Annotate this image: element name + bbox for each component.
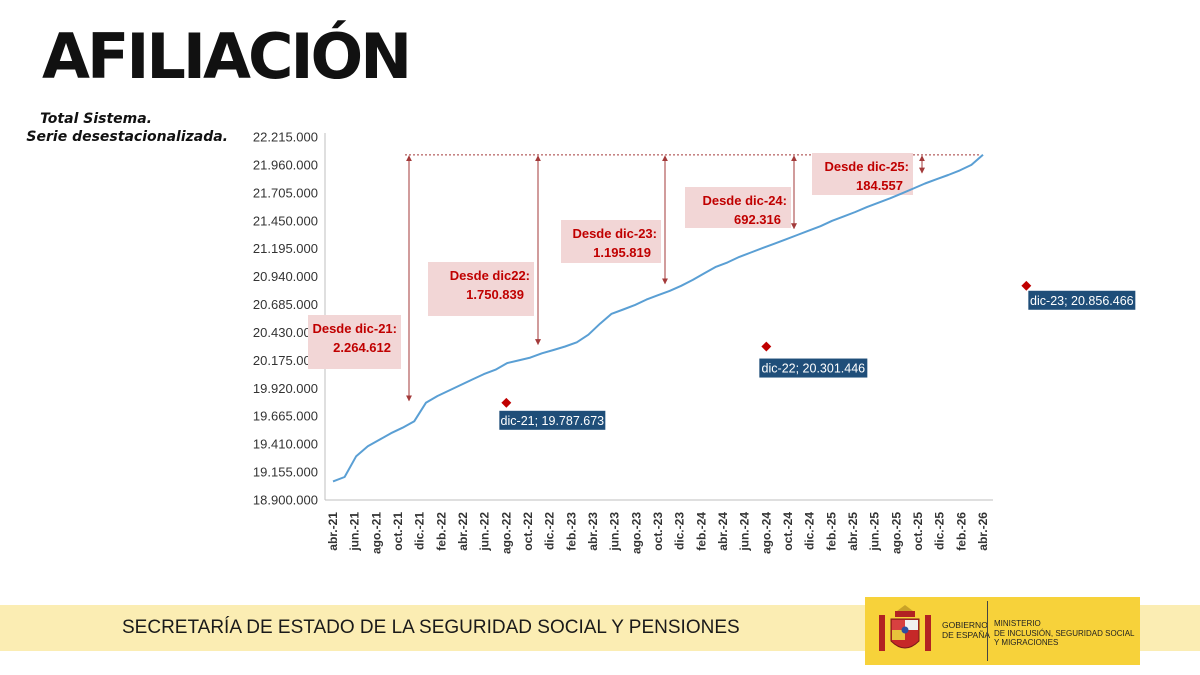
footer-text: SECRETARÍA DE ESTADO DE LA SEGURIDAD SOC…	[122, 617, 740, 638]
y-tick-label: 21.450.000	[253, 213, 318, 228]
callout-box	[308, 315, 401, 369]
y-tick-label: 21.960.000	[253, 157, 318, 172]
page-title: AFILIACIÓN	[42, 20, 412, 93]
callout-box	[812, 153, 913, 195]
y-tick-label: 19.410.000	[253, 437, 318, 452]
logo-right-line-3: Y MIGRACIONES	[994, 638, 1059, 647]
y-tick-label: 22.215.000	[253, 130, 318, 145]
x-tick-label: dic.-23	[673, 512, 687, 550]
x-tick-label: ago.-24	[759, 512, 773, 554]
x-tick-label: abr.-24	[716, 512, 730, 551]
x-tick-label: ago.-21	[369, 512, 383, 554]
callout-value: 1.750.839	[466, 287, 524, 302]
x-tick-label: feb.-24	[694, 512, 708, 551]
y-tick-label: 20.430.000	[253, 325, 318, 340]
x-tick-label: dic.-22	[543, 512, 557, 550]
callout-box	[561, 220, 661, 263]
y-tick-label: 19.155.000	[253, 465, 318, 480]
data-label: dic-23; 20.856.466	[1030, 294, 1134, 308]
government-logo: GOBIERNO DE ESPAÑA MINISTERIO DE INCLUSI…	[865, 597, 1140, 665]
callout-title: Desde dic-23:	[572, 226, 657, 241]
data-label: dic-22; 20.301.446	[762, 362, 866, 376]
subtitle-line-2: Serie desestacionalizada.	[26, 129, 228, 145]
data-point-marker	[501, 397, 512, 408]
subtitle-line-1: Total Sistema.	[40, 111, 152, 127]
callout-value: 2.264.612	[333, 340, 391, 355]
x-tick-label: oct.-23	[651, 512, 665, 551]
y-tick-label: 21.705.000	[253, 185, 318, 200]
series-line	[332, 154, 984, 483]
data-label-box	[1028, 290, 1136, 310]
x-tick-label: ago.-22	[499, 512, 513, 554]
logo-left-line-2: DE ESPAÑA	[942, 630, 991, 640]
x-tick-label: dic.-24	[803, 512, 817, 550]
logo-gobierno-text: GOBIERNO DE ESPAÑA	[942, 620, 992, 640]
logo-right-line-1: MINISTERIO	[994, 619, 1041, 628]
logo-ministerio-text: MINISTERIO DE INCLUSIÓN, SEGURIDAD SOCIA…	[994, 619, 1139, 648]
y-tick-label: 19.665.000	[253, 409, 318, 424]
data-label-box	[499, 410, 606, 430]
y-tick-label: 20.685.000	[253, 297, 318, 312]
data-label: dic-21; 19.787.673	[501, 414, 605, 428]
y-tick-label: 21.195.000	[253, 241, 318, 256]
callout-value: 692.316	[734, 212, 781, 227]
y-tick-label: 18.900.000	[253, 493, 318, 508]
x-tick-label: feb.-26	[954, 512, 968, 551]
logo-left-line-1: GOBIERNO	[942, 620, 988, 630]
logo-divider	[987, 601, 988, 661]
callout-value: 1.195.819	[593, 245, 651, 260]
x-tick-label: jun.-23	[608, 512, 622, 552]
x-tick-label: oct.-21	[391, 512, 405, 551]
x-tick-label: abr.-22	[456, 512, 470, 551]
callout-title: Desde dic-24:	[702, 193, 787, 208]
x-tick-label: abr.-23	[586, 512, 600, 551]
x-tick-label: oct.-25	[911, 512, 925, 551]
callout-title: Desde dic-21:	[312, 321, 397, 336]
x-tick-label: oct.-22	[521, 512, 535, 551]
x-tick-label: jun.-24	[738, 512, 752, 552]
x-tick-label: dic.-21	[413, 512, 427, 550]
x-tick-label: ago.-25	[889, 512, 903, 554]
x-tick-label: abr.-25	[846, 512, 860, 551]
x-tick-label: abr.-21	[326, 512, 340, 551]
chart-subtitle: Total Sistema. Serie desestacionalizada.	[18, 110, 228, 146]
coat-of-arms-icon	[879, 605, 931, 651]
data-label-box	[759, 358, 868, 378]
data-point-marker	[1021, 280, 1032, 291]
x-tick-label: ago.-23	[629, 512, 643, 554]
x-tick-label: dic.-25	[933, 512, 947, 550]
data-point-marker	[761, 341, 772, 352]
x-tick-label: feb.-22	[434, 512, 448, 551]
logo-right-line-2: DE INCLUSIÓN, SEGURIDAD SOCIAL	[994, 628, 1135, 638]
x-tick-label: feb.-23	[564, 512, 578, 551]
callout-title: Desde dic-25:	[824, 159, 909, 174]
callout-value: 184.557	[856, 178, 903, 193]
callout-title: Desde dic22:	[450, 268, 530, 283]
x-tick-label: jun.-22	[478, 512, 492, 552]
y-tick-label: 20.940.000	[253, 269, 318, 284]
x-tick-label: oct.-24	[781, 512, 795, 551]
x-tick-label: jun.-25	[868, 512, 882, 552]
affiliation-line-chart: 18.900.000 19.155.000 19.410.000 19.665.000…	[253, 130, 1136, 554]
y-tick-label: 20.175.000	[253, 353, 318, 368]
x-tick-label: feb.-25	[824, 512, 838, 551]
x-tick-label: abr.-26	[976, 512, 990, 551]
x-tick-label: jun.-21	[348, 512, 362, 552]
y-tick-label: 19.920.000	[253, 381, 318, 396]
callout-box	[685, 187, 791, 228]
callout-box	[428, 262, 534, 316]
